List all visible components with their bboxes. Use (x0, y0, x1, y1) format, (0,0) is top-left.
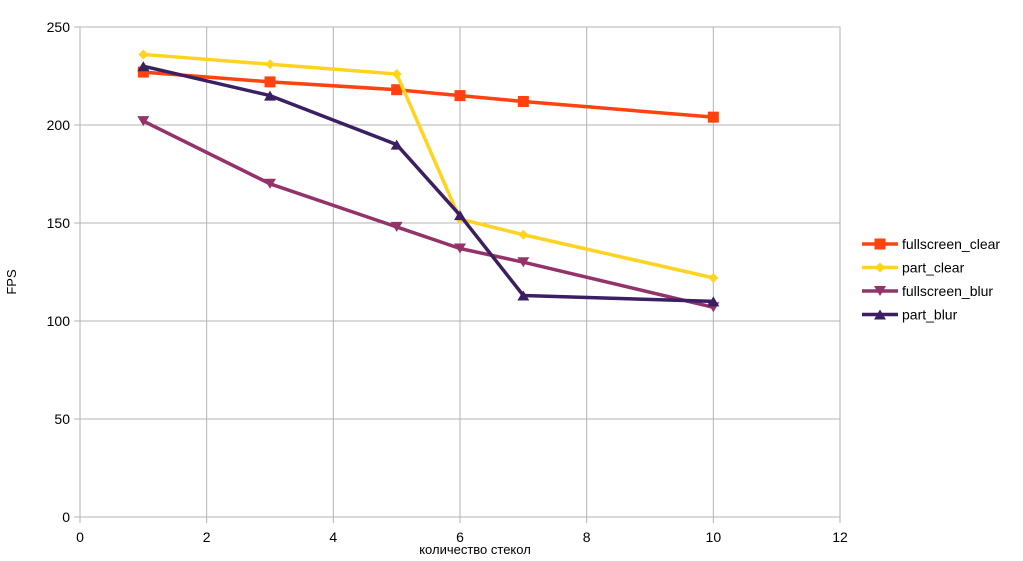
series-line-fullscreen_clear (143, 70, 714, 119)
data-point-fullscreen_clear (707, 111, 719, 123)
data-point-fullscreen_clear (264, 76, 276, 88)
data-point-part_blur (707, 296, 720, 307)
y-tick-label: 0 (62, 509, 70, 525)
legend-label: part_blur (902, 307, 958, 323)
y-tick-label: 150 (47, 215, 71, 231)
data-point-fullscreen_clear (137, 66, 149, 78)
data-point-fullscreen_clear (391, 84, 403, 96)
data-point-part_blur (137, 61, 150, 72)
data-point-part_blur (454, 210, 466, 221)
legend-item-part_blur: part_blur (862, 307, 958, 323)
legend-swatch-marker (874, 309, 886, 320)
axes: 0 50 100 150 200 250 0 2 4 6 8 10 12 (47, 19, 848, 545)
data-point-part_clear (138, 49, 149, 60)
series-fullscreen_clear (137, 66, 719, 123)
series-line-part_blur (142, 64, 714, 304)
series-part_clear (138, 49, 719, 283)
x-tick-label: 0 (76, 529, 84, 545)
x-tick-label: 2 (203, 529, 211, 545)
y-tick-label: 100 (47, 313, 71, 329)
legend-label: fullscreen_blur (902, 283, 993, 299)
series-line-fullscreen_blur (142, 119, 714, 309)
legend-label: fullscreen_clear (902, 236, 1000, 252)
y-tick-label: 200 (47, 117, 71, 133)
data-point-fullscreen_clear (517, 95, 529, 107)
data-point-fullscreen_blur (390, 221, 403, 232)
y-tick-label: 250 (47, 19, 71, 35)
x-tick-label: 4 (329, 529, 337, 545)
x-tick-label: 12 (832, 529, 848, 545)
data-point-part_clear (265, 59, 275, 70)
x-axis-title: количество стекол (419, 542, 531, 557)
x-tick-label: 6 (456, 529, 464, 545)
x-tick-label: 8 (583, 529, 591, 545)
data-point-part_blur (517, 290, 530, 301)
series-part_blur (137, 61, 720, 307)
data-point-part_blur (264, 90, 276, 101)
legend-swatch-marker (874, 238, 886, 250)
grid-lines (79, 26, 841, 518)
x-tick-label: 10 (706, 529, 722, 545)
series-line-part_clear (143, 52, 714, 280)
series-group (137, 49, 720, 313)
data-point-part_clear (518, 229, 529, 240)
legend: fullscreen_clear part_clear fullscreen_blu… (862, 236, 1000, 323)
data-point-part_clear (391, 69, 402, 80)
y-tick-label: 50 (54, 411, 70, 427)
legend-swatch-marker (875, 262, 885, 273)
y-axis-title: FPS (4, 269, 19, 295)
data-point-part_clear (708, 272, 719, 283)
data-point-fullscreen_blur (454, 243, 466, 254)
data-point-fullscreen_blur (264, 178, 276, 189)
data-point-fullscreen_clear (454, 90, 466, 102)
data-point-part_blur (390, 139, 403, 150)
legend-item-part_clear: part_clear (862, 260, 965, 276)
data-point-fullscreen_blur (137, 116, 150, 127)
legend-item-fullscreen_clear: fullscreen_clear (862, 236, 1000, 252)
legend-item-fullscreen_blur: fullscreen_blur (862, 283, 993, 299)
data-point-fullscreen_blur (517, 257, 530, 268)
legend-label: part_clear (902, 260, 965, 276)
legend-swatch-marker (874, 286, 886, 296)
